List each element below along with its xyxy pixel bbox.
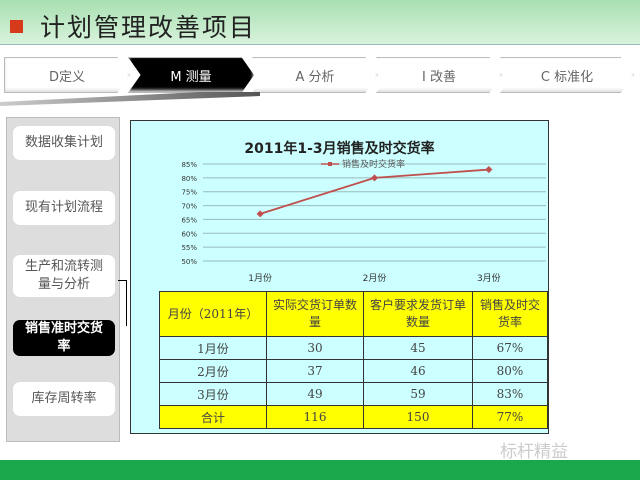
- header-cell: 客户要求发货订单数量: [363, 291, 473, 337]
- y-tick-label: 70%: [181, 203, 197, 211]
- cell: 59: [363, 382, 473, 406]
- data-table: 月份（2011年） 实际交货订单数量 客户要求发货订单数量 销售及时交货率 1月…: [159, 291, 548, 429]
- legend-marker: [328, 162, 332, 166]
- cell: 46: [363, 359, 473, 383]
- tab-analyze[interactable]: A 分析: [252, 57, 378, 93]
- x-tick-label: 1月份: [248, 272, 272, 284]
- table-row: 3月份 49 59 83%: [159, 382, 548, 406]
- tab-pointer: [0, 92, 260, 106]
- cell: 1月份: [159, 336, 267, 360]
- sidebar-item-data-plan[interactable]: 数据收集计划: [13, 126, 115, 160]
- data-point: [485, 166, 493, 174]
- sidebar-item-production[interactable]: 生产和流转测量与分析: [13, 255, 115, 297]
- cell: 3月份: [159, 382, 267, 406]
- tab-improve[interactable]: I 改善: [376, 57, 502, 93]
- cell: 37: [266, 359, 364, 383]
- sidebar-item-inventory-turnover[interactable]: 库存周转率: [13, 382, 115, 416]
- tab-control[interactable]: C 标准化: [500, 57, 634, 93]
- cell: 77%: [472, 405, 548, 429]
- cell: 45: [363, 336, 473, 360]
- data-point: [256, 210, 264, 218]
- cell: 2月份: [159, 359, 267, 383]
- cell: 49: [266, 382, 364, 406]
- cell: 83%: [472, 382, 548, 406]
- content-panel: 2011年1-3月销售及时交货率 50% 55% 60% 65% 70% 75% 80% 85…: [130, 120, 549, 434]
- footer-bar: [0, 460, 640, 480]
- connector-arrow: [118, 280, 127, 326]
- table-row: 1月份 30 45 67%: [159, 336, 548, 360]
- bullet-square-icon: [10, 20, 23, 33]
- sidebar-item-ontime-delivery[interactable]: 销售准时交货率: [13, 320, 115, 356]
- sidebar-item-plan-flow[interactable]: 现有计划流程: [13, 191, 115, 225]
- cell: 合计: [159, 405, 267, 429]
- y-tick-label: 55%: [181, 244, 197, 252]
- cell: 80%: [472, 359, 548, 383]
- y-tick-label: 85%: [181, 161, 197, 169]
- data-point: [370, 174, 379, 182]
- y-tick-label: 80%: [181, 175, 197, 183]
- y-tick-label: 50%: [181, 258, 197, 266]
- chart-title: 2011年1-3月销售及时交货率: [244, 141, 435, 157]
- x-tick-label: 3月份: [477, 272, 501, 284]
- cell: 150: [363, 405, 473, 429]
- x-tick-label: 2月份: [363, 272, 387, 284]
- page-title: 计划管理改善项目: [40, 13, 257, 42]
- header-cell: 实际交货订单数量: [266, 291, 364, 337]
- watermark: 标杆精益: [500, 442, 568, 462]
- cell: 116: [266, 405, 364, 429]
- y-tick-label: 65%: [181, 216, 197, 224]
- sidebar: 数据收集计划 现有计划流程 生产和流转测量与分析 销售准时交货率 库存周转率: [6, 117, 120, 442]
- header: 计划管理改善项目: [0, 0, 640, 45]
- line-chart: 50% 55% 60% 65% 70% 75% 80% 85% 1月份 2月份 3月份 销售及时交货率: [181, 158, 546, 284]
- y-tick-label: 60%: [181, 230, 197, 238]
- y-tick-label: 75%: [181, 189, 197, 197]
- tab-define[interactable]: D定义: [4, 57, 130, 93]
- legend-label: 销售及时交货率: [342, 158, 405, 170]
- header-cell: 月份（2011年）: [159, 291, 267, 337]
- table-header-row: 月份（2011年） 实际交货订单数量 客户要求发货订单数量 销售及时交货率: [159, 291, 548, 337]
- cell: 30: [266, 336, 364, 360]
- cell: 67%: [472, 336, 548, 360]
- tab-measure[interactable]: M 测量: [128, 57, 254, 93]
- header-cell: 销售及时交货率: [472, 291, 548, 337]
- table-total-row: 合计 116 150 77%: [159, 405, 548, 429]
- table-row: 2月份 37 46 80%: [159, 359, 548, 383]
